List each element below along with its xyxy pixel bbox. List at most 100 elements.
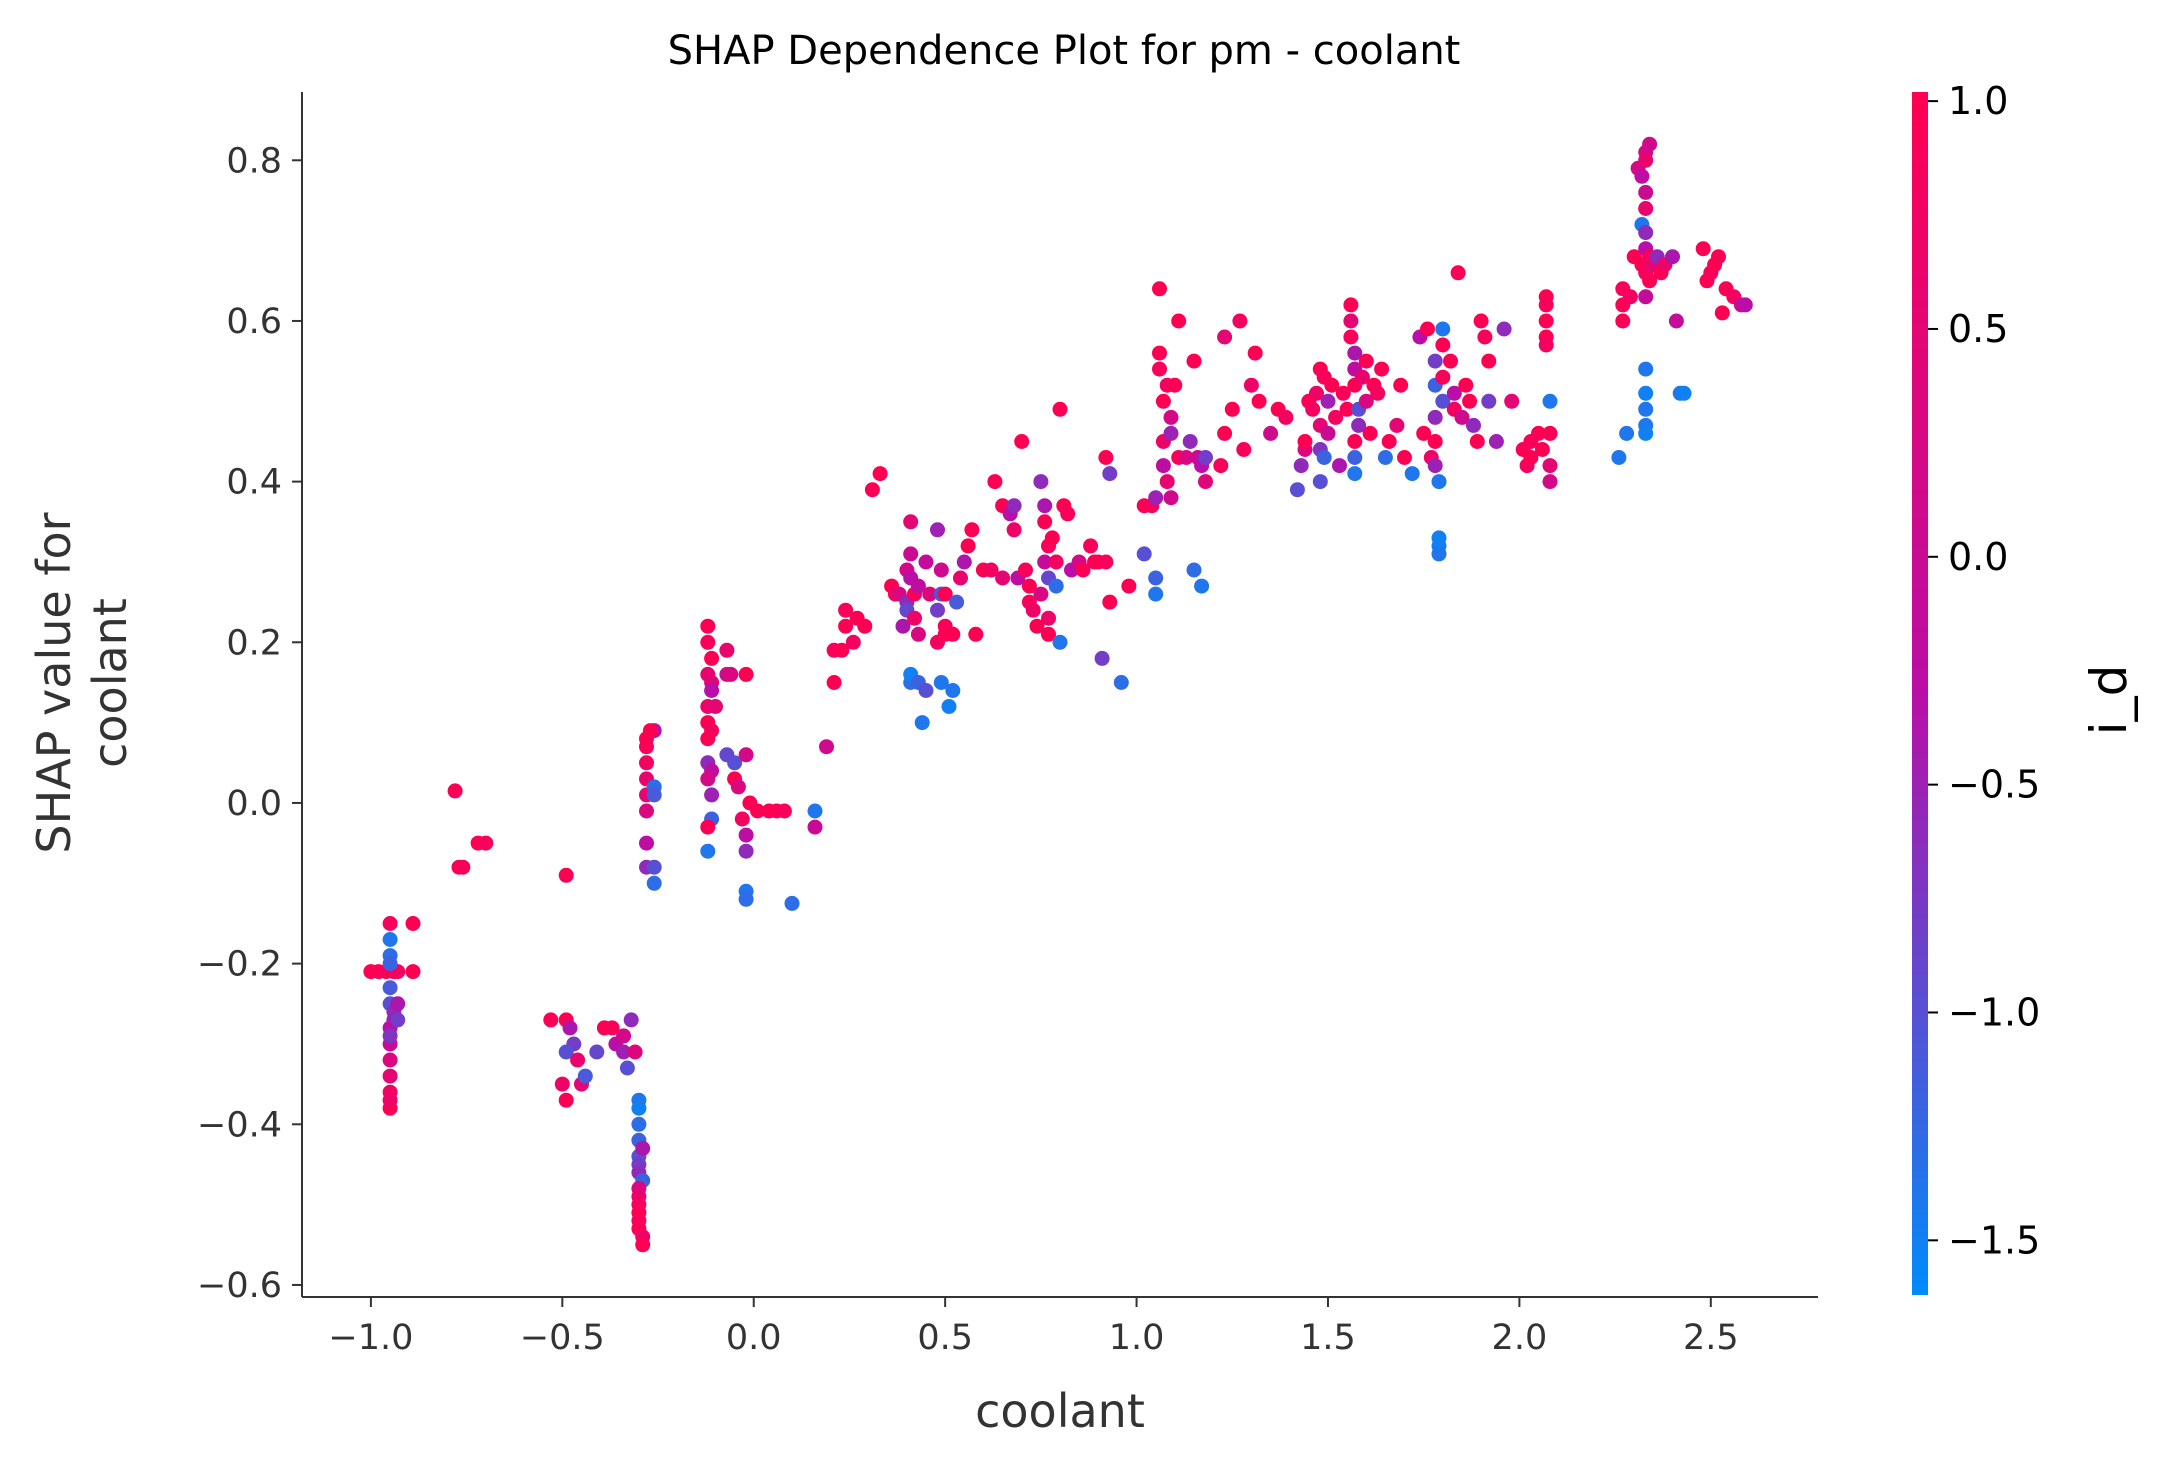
data-point bbox=[589, 1044, 605, 1060]
data-point bbox=[623, 1012, 639, 1028]
data-point bbox=[1481, 353, 1497, 369]
data-point bbox=[1006, 522, 1022, 538]
data-point bbox=[639, 835, 654, 851]
data-point bbox=[1347, 450, 1363, 465]
data-point bbox=[941, 699, 957, 714]
data-point bbox=[390, 1012, 406, 1028]
data-point bbox=[1309, 385, 1324, 401]
data-point bbox=[738, 891, 754, 907]
data-point bbox=[776, 803, 792, 819]
data-point bbox=[1611, 450, 1627, 465]
data-point bbox=[1431, 474, 1447, 490]
data-point bbox=[1148, 570, 1164, 586]
data-point bbox=[646, 787, 662, 803]
x-tick-label: 2.0 bbox=[1492, 1318, 1548, 1358]
data-point bbox=[953, 570, 968, 586]
data-point bbox=[1481, 393, 1497, 409]
colorbar-tick-label: −1.0 bbox=[1948, 990, 2040, 1034]
data-point bbox=[738, 747, 754, 763]
data-point bbox=[1542, 474, 1558, 490]
data-point bbox=[1443, 353, 1458, 369]
data-point bbox=[1293, 458, 1309, 474]
colorbar-tick-label: 0.5 bbox=[1948, 307, 2008, 351]
data-point bbox=[1006, 498, 1022, 514]
data-point bbox=[1060, 506, 1076, 522]
data-point bbox=[1435, 337, 1451, 353]
data-point bbox=[700, 819, 716, 835]
data-point bbox=[1152, 281, 1167, 297]
data-point bbox=[642, 723, 658, 739]
data-point bbox=[708, 699, 723, 714]
data-point bbox=[1186, 562, 1202, 578]
data-point bbox=[700, 731, 716, 747]
data-point bbox=[834, 642, 850, 658]
data-point bbox=[1037, 554, 1053, 570]
data-point bbox=[723, 666, 739, 682]
data-point bbox=[903, 514, 919, 530]
data-point bbox=[1194, 578, 1210, 594]
data-point bbox=[1397, 450, 1412, 465]
data-point bbox=[895, 618, 911, 634]
data-point bbox=[1343, 297, 1359, 313]
data-point bbox=[382, 916, 398, 931]
data-point bbox=[1676, 385, 1692, 401]
data-point bbox=[1152, 361, 1167, 377]
data-point bbox=[1048, 578, 1064, 594]
data-point bbox=[1247, 345, 1263, 361]
data-point bbox=[930, 602, 945, 618]
data-point bbox=[1324, 377, 1340, 393]
data-point bbox=[1381, 434, 1397, 449]
data-point bbox=[956, 554, 972, 570]
data-point bbox=[1435, 369, 1451, 385]
data-point bbox=[1098, 450, 1114, 465]
data-point bbox=[631, 1100, 647, 1116]
data-point bbox=[1427, 458, 1443, 474]
colorbar-tick-label: −1.5 bbox=[1948, 1218, 2040, 1262]
data-point bbox=[478, 835, 494, 851]
data-point bbox=[1121, 578, 1137, 594]
data-point bbox=[639, 803, 654, 819]
data-point bbox=[864, 482, 880, 498]
data-point bbox=[910, 578, 926, 594]
data-point bbox=[1642, 273, 1658, 289]
data-point bbox=[1041, 610, 1056, 626]
data-point bbox=[1159, 474, 1175, 490]
data-point bbox=[1523, 450, 1539, 465]
data-point bbox=[1638, 385, 1654, 401]
data-point bbox=[918, 683, 934, 698]
data-point bbox=[1431, 546, 1447, 562]
data-point bbox=[558, 1092, 574, 1108]
y-tick-label: 0.0 bbox=[226, 784, 282, 824]
axes bbox=[301, 92, 1818, 1298]
data-point bbox=[1178, 450, 1194, 465]
data-point bbox=[1163, 409, 1179, 425]
data-point bbox=[1427, 434, 1443, 449]
y-tick-label: 0.4 bbox=[226, 463, 282, 503]
data-point bbox=[784, 895, 800, 911]
data-point bbox=[750, 803, 766, 819]
data-point bbox=[922, 586, 938, 602]
data-point bbox=[1083, 538, 1099, 554]
data-point bbox=[1638, 361, 1654, 377]
data-point bbox=[1538, 313, 1554, 329]
data-point bbox=[1113, 675, 1129, 690]
data-point bbox=[872, 466, 888, 482]
colorbar bbox=[1912, 92, 1928, 1295]
data-point bbox=[857, 618, 873, 634]
data-point bbox=[382, 932, 398, 947]
data-point bbox=[1435, 393, 1451, 409]
data-point bbox=[562, 1020, 578, 1036]
y-axis-title-line1: SHAP value for bbox=[27, 512, 81, 853]
data-point bbox=[1668, 313, 1684, 329]
data-point bbox=[447, 783, 463, 799]
data-point bbox=[405, 964, 421, 980]
chart-title: SHAP Dependence Plot for pm - coolant bbox=[668, 28, 1461, 74]
data-point bbox=[1542, 458, 1558, 474]
data-point bbox=[1695, 241, 1711, 257]
data-point bbox=[1377, 450, 1393, 465]
data-point bbox=[382, 1028, 398, 1044]
y-tick-label: 0.2 bbox=[226, 623, 282, 663]
data-point bbox=[1075, 562, 1091, 578]
y-ticks: −0.6 −0.4 −0.2 0.0 0.2 0.4 0.6 0.8 bbox=[197, 141, 302, 1306]
data-point bbox=[1263, 425, 1279, 441]
